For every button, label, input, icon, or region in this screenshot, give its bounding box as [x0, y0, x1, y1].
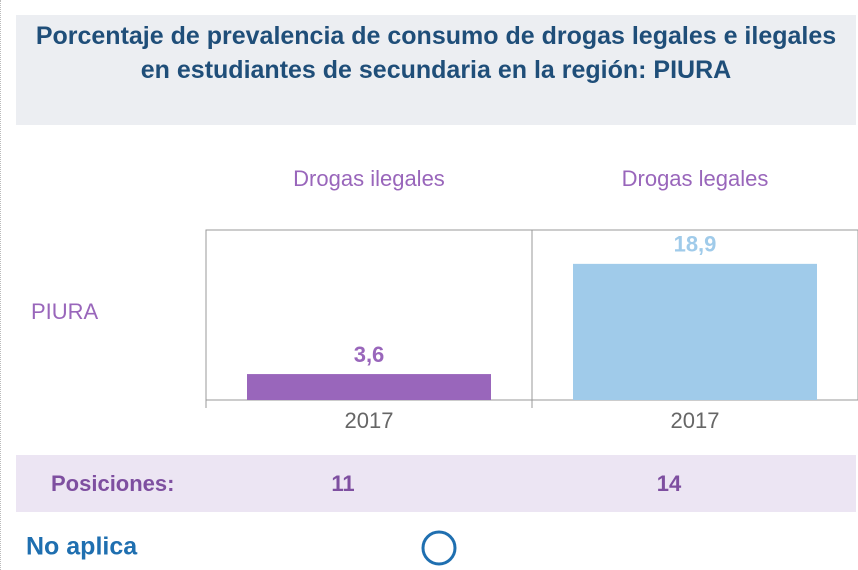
row-label: PIURA — [31, 299, 99, 324]
panel-title: Drogas legales — [622, 166, 769, 191]
x-tick-label: 2017 — [345, 408, 394, 433]
status-icon — [421, 530, 457, 566]
position-value: 14 — [657, 471, 682, 496]
chart-title: Porcentaje de prevalencia de consumo de … — [16, 15, 856, 125]
value-label: 18,9 — [674, 232, 717, 257]
bar — [573, 263, 817, 400]
value-label: 3,6 — [354, 342, 385, 367]
positions-label: Posiciones: — [51, 471, 174, 496]
panel-title: Drogas ilegales — [293, 166, 445, 191]
x-tick-label: 2017 — [671, 408, 720, 433]
positions-band — [16, 455, 856, 512]
position-value: 11 — [331, 471, 354, 496]
bar — [247, 374, 491, 400]
status-label: No aplica — [26, 533, 138, 561]
